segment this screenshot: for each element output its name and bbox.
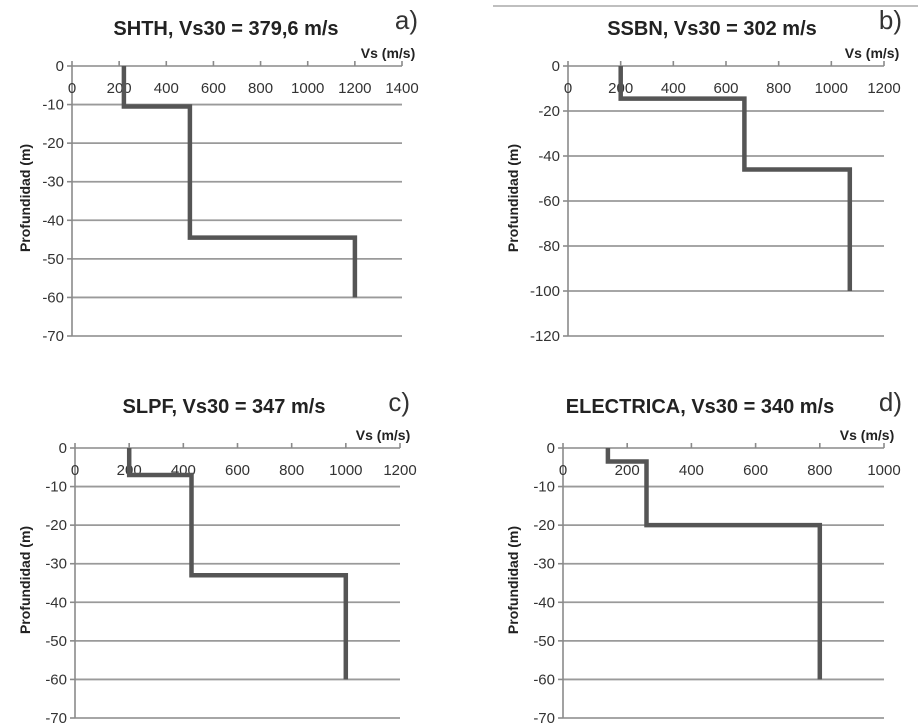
x-tick-label: 1200 (867, 80, 900, 97)
x-tick-label: 400 (154, 80, 179, 97)
y-tick-label: -50 (42, 251, 64, 268)
x-axis-label: Vs (m/s) (356, 427, 410, 443)
panel-letter: a) (395, 5, 418, 35)
x-tick-label: 1200 (338, 80, 371, 97)
y-tick-label: 0 (552, 58, 560, 75)
panel-letter: b) (879, 5, 902, 35)
y-tick-label: -60 (45, 671, 67, 688)
x-tick-label: 600 (225, 462, 250, 479)
x-tick-label: 0 (564, 80, 572, 97)
x-tick-label: 1400 (385, 80, 418, 97)
x-tick-label: 800 (807, 462, 832, 479)
y-tick-label: -60 (42, 289, 64, 306)
x-tick-label: 800 (766, 80, 791, 97)
y-axis-label: Profundidad (m) (505, 526, 521, 634)
y-axis-label: Profundidad (m) (17, 526, 33, 634)
x-tick-label: 1200 (383, 462, 416, 479)
y-tick-label: -50 (45, 633, 67, 650)
y-tick-label: -30 (45, 556, 67, 573)
y-tick-label: -50 (533, 633, 555, 650)
x-tick-label: 600 (713, 80, 738, 97)
x-tick-label: 200 (615, 462, 640, 479)
y-tick-label: -30 (42, 174, 64, 191)
y-tick-label: -40 (45, 594, 67, 611)
y-tick-label: -120 (530, 328, 560, 345)
y-tick-label: -70 (42, 328, 64, 345)
y-tick-label: -100 (530, 283, 560, 300)
y-tick-label: -70 (45, 710, 67, 726)
panel-letter: d) (879, 387, 902, 417)
x-tick-label: 0 (559, 462, 567, 479)
velocity-profile-line (121, 66, 358, 298)
y-tick-label: 0 (56, 58, 64, 75)
y-tick-label: -30 (533, 556, 555, 573)
y-axis-label: Profundidad (m) (505, 144, 521, 252)
y-tick-label: -20 (45, 517, 67, 534)
chart-panel-1: 0 200 400 600 800 1000 1200 14000-10-20-30-40-5… (17, 5, 419, 345)
y-tick-label: -20 (42, 135, 64, 152)
chart-panel-2: 0 200 400 600 800 1000 12000-20-40-60-80-100-1… (493, 5, 918, 345)
x-axis-label: Vs (m/s) (361, 45, 415, 61)
velocity-profile-line (126, 448, 349, 680)
x-tick-label: 800 (248, 80, 273, 97)
chart-title: SHTH, Vs30 = 379,6 m/s (113, 18, 338, 40)
y-tick-label: -60 (533, 671, 555, 688)
y-axis-label: Profundidad (m) (17, 144, 33, 252)
x-axis-label: Vs (m/s) (840, 427, 894, 443)
x-tick-label: 200 (107, 80, 132, 97)
chart-panel-4: 0 200 400 600 800 10000-10-20-30-40-50-60-70E… (505, 387, 902, 726)
x-tick-label: 600 (201, 80, 226, 97)
y-tick-label: -70 (533, 710, 555, 726)
y-tick-label: -20 (538, 103, 560, 120)
y-tick-label: -40 (538, 148, 560, 165)
velocity-profile-line (605, 448, 823, 680)
y-tick-label: -10 (533, 479, 555, 496)
x-tick-label: 1000 (329, 462, 362, 479)
y-tick-label: -10 (45, 479, 67, 496)
x-tick-label: 400 (679, 462, 704, 479)
y-tick-label: -10 (42, 97, 64, 114)
y-tick-label: -80 (538, 238, 560, 255)
x-tick-label: 1000 (291, 80, 324, 97)
y-tick-label: 0 (547, 440, 555, 457)
y-tick-label: -40 (42, 212, 64, 229)
y-tick-label: -40 (533, 594, 555, 611)
y-tick-label: -20 (533, 517, 555, 534)
chart-panel-3: 0 200 400 600 800 1000 12000-10-20-30-40-50-60… (17, 387, 417, 726)
chart-title: SLPF, Vs30 = 347 m/s (123, 396, 326, 418)
y-tick-label: -60 (538, 193, 560, 210)
velocity-profile-line (618, 66, 853, 291)
x-tick-label: 600 (743, 462, 768, 479)
x-tick-label: 1000 (815, 80, 848, 97)
y-tick-label: 0 (59, 440, 67, 457)
x-tick-label: 0 (68, 80, 76, 97)
x-tick-label: 800 (279, 462, 304, 479)
panel-letter: c) (388, 387, 410, 417)
x-tick-label: 400 (661, 80, 686, 97)
x-tick-label: 0 (71, 462, 79, 479)
x-axis-label: Vs (m/s) (845, 45, 899, 61)
chart-title: SSBN, Vs30 = 302 m/s (607, 18, 817, 40)
x-tick-label: 1000 (867, 462, 900, 479)
chart-title: ELECTRICA, Vs30 = 340 m/s (566, 396, 834, 418)
